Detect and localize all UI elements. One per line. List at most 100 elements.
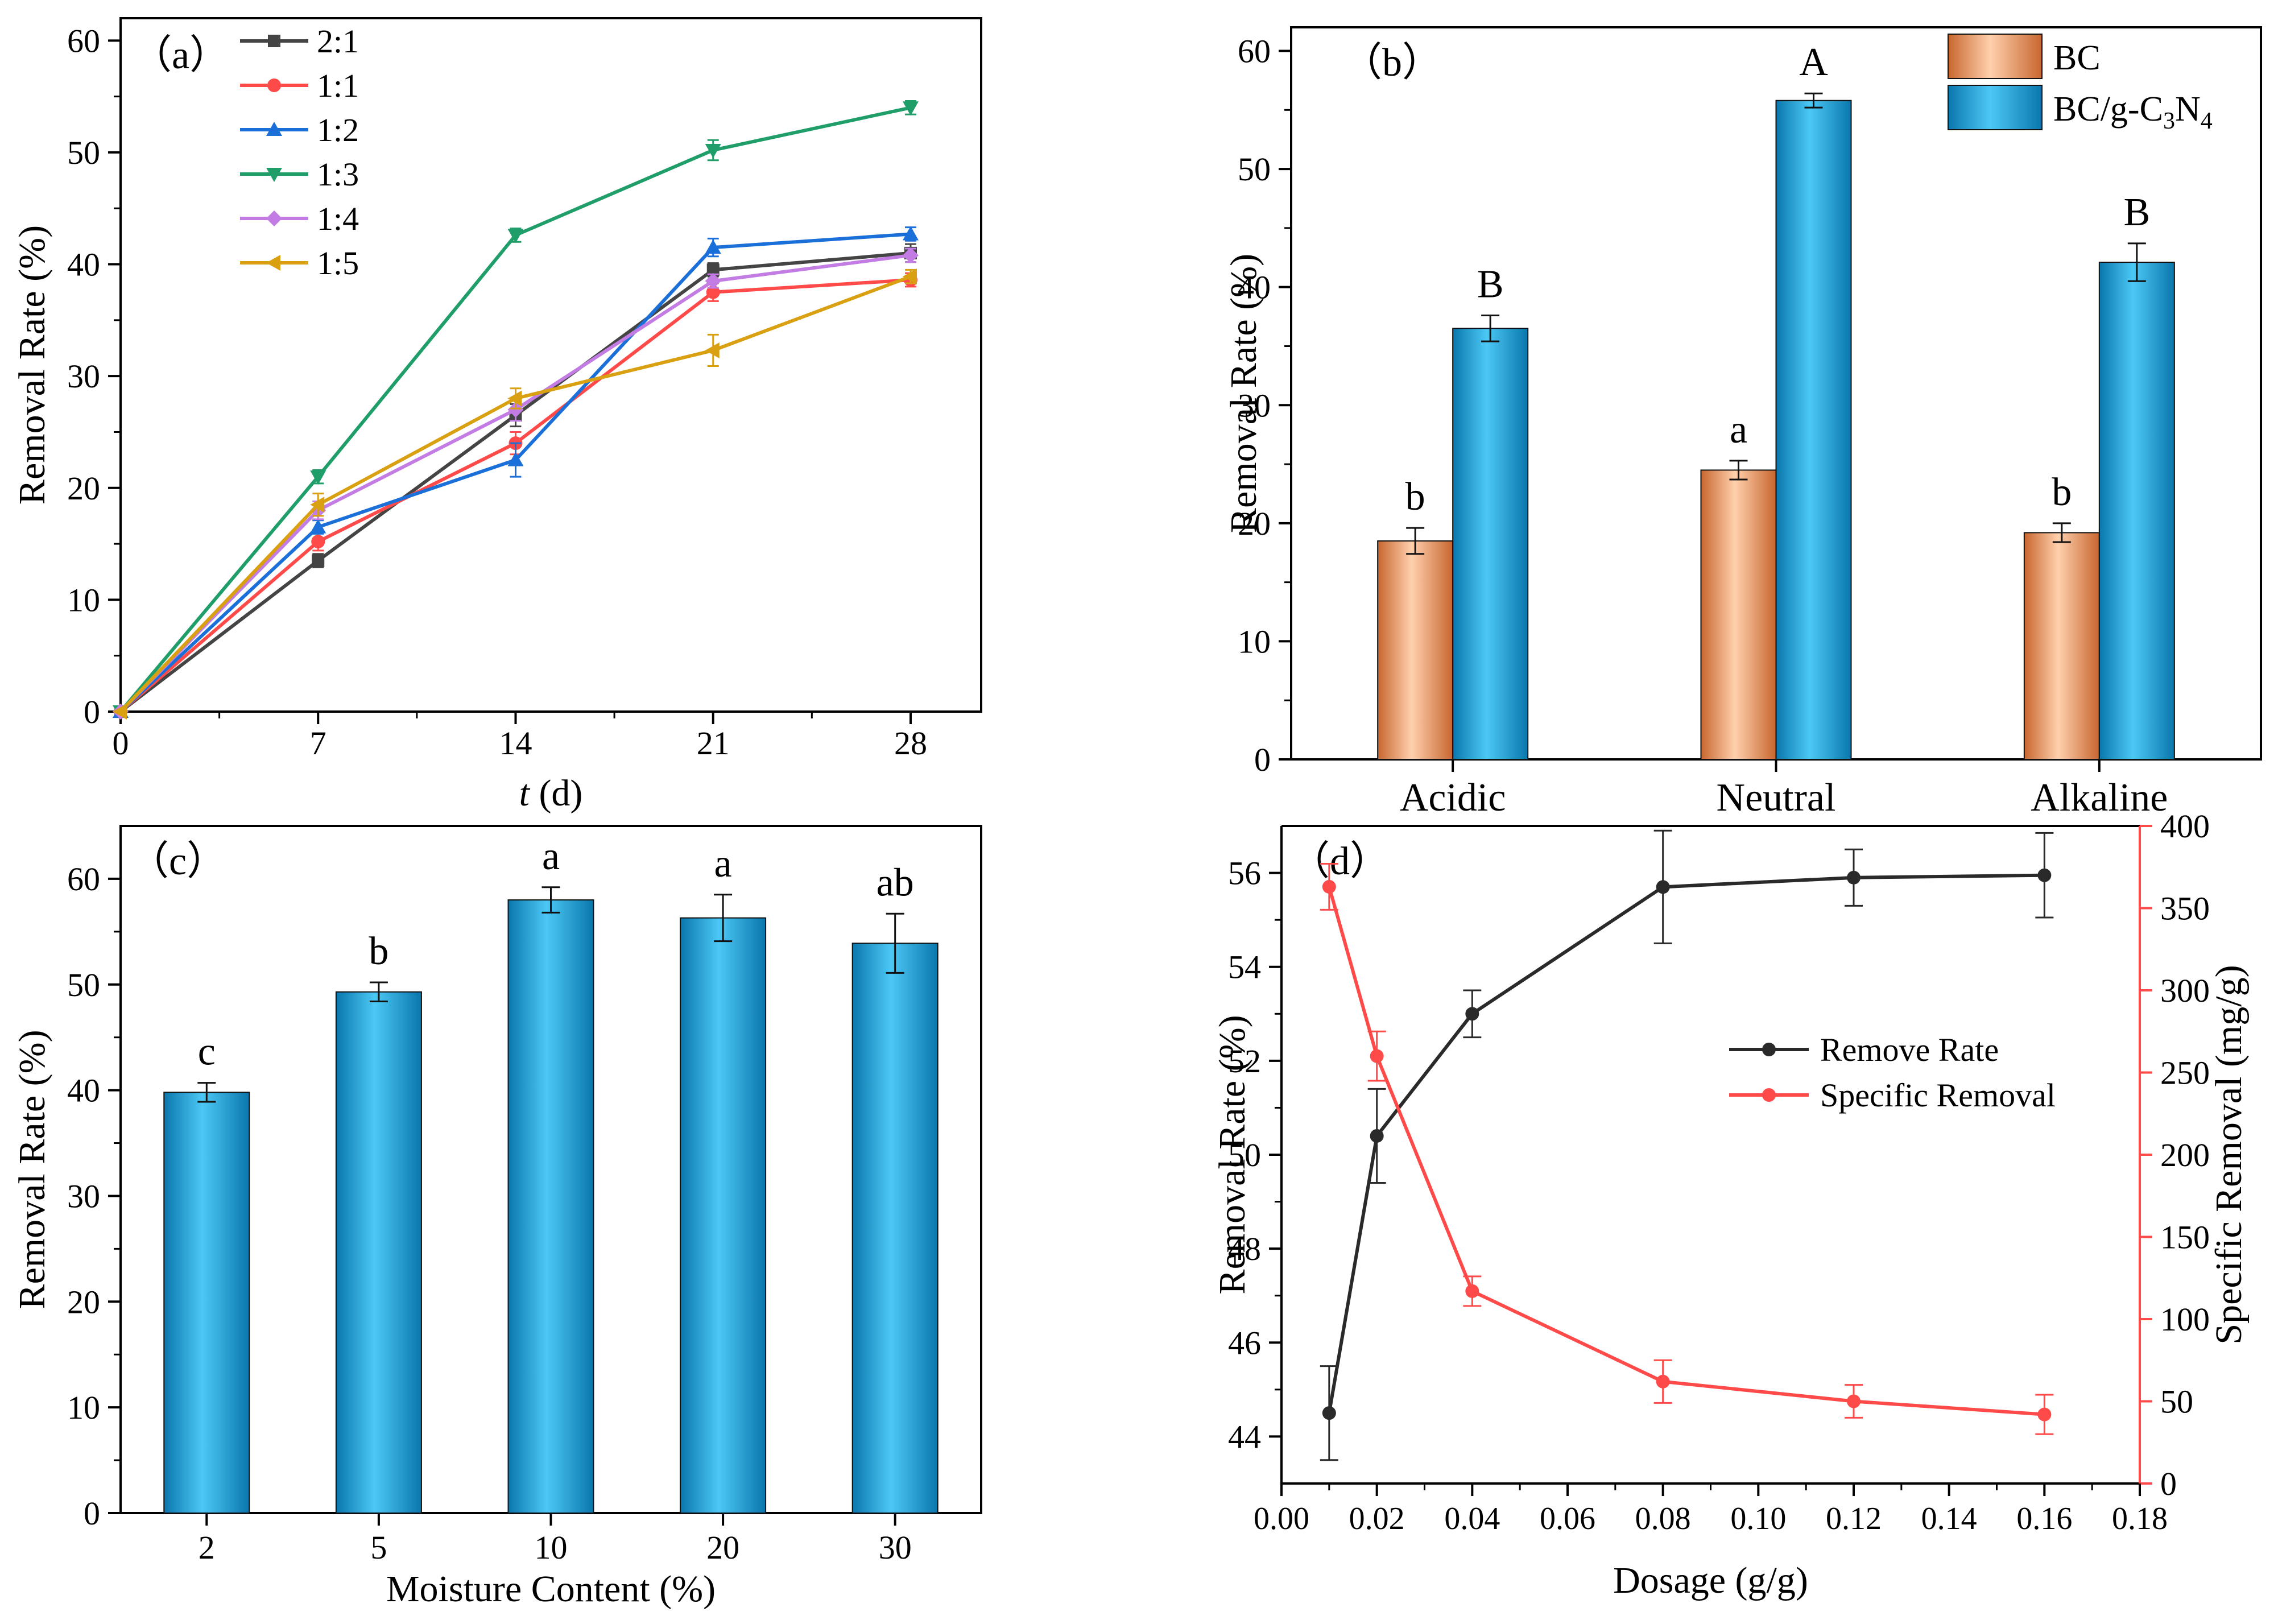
x-axis-label: t (d) [519, 772, 583, 814]
x-tick-label: 0.06 [1540, 1501, 1595, 1536]
legend-label: 1:2 [317, 111, 359, 148]
y-axis-label: Removal Rate (%) [1223, 254, 1264, 533]
y-tick-label: 10 [67, 1389, 100, 1426]
data-point [507, 452, 524, 466]
x-tick-label: 7 [310, 725, 326, 762]
bar [163, 1092, 250, 1514]
bar [1775, 100, 1852, 761]
x-tick-label: Neutral [1717, 776, 1836, 820]
significance-letter: A [1799, 40, 1828, 84]
data-point [310, 470, 326, 485]
bar [680, 917, 767, 1514]
legend-label-part: 4 [2201, 108, 2213, 134]
x-tick-label: 0.04 [1444, 1501, 1500, 1536]
y-tick-label: 40 [1238, 269, 1271, 306]
legend-label-part: BC/g-C [2053, 90, 2163, 129]
panel-a: 0 10 20 30 40 50 60 0 7 14 21 28 t (d) Removal Rate (… [11, 17, 982, 814]
legend-marker [266, 210, 282, 226]
y2-tick-label: 200 [2160, 1137, 2210, 1173]
data-point [507, 390, 522, 407]
y2-tick-label: 350 [2160, 890, 2210, 927]
y-tick-label: 30 [67, 358, 100, 395]
y-tick-label: 44 [1228, 1418, 1261, 1455]
y-tick-label: 0 [84, 1495, 100, 1532]
bar [335, 991, 422, 1514]
y-tick-label: 52 [1228, 1043, 1261, 1080]
series-line-1:5 [119, 275, 912, 713]
data-point [507, 402, 524, 418]
significance-letter: a [542, 834, 560, 878]
x-tick-label: 10 [535, 1529, 568, 1566]
x-tick-label: 30 [879, 1529, 912, 1566]
y-tick-label: 60 [67, 22, 100, 59]
significance-letter: b [1405, 475, 1425, 519]
x-tick-label: 0.00 [1254, 1501, 1309, 1536]
series-line-specific-removal [1327, 886, 2045, 1416]
data-point [902, 268, 917, 285]
legend-marker [267, 78, 281, 92]
legend-label: BC/g-C3N4 [2053, 90, 2213, 134]
x-tick-label: 0.02 [1349, 1501, 1405, 1536]
y2-tick-label: 150 [2160, 1219, 2210, 1256]
legend-label: Specific Removal [1820, 1077, 2056, 1114]
data-point [1322, 1406, 1336, 1420]
legend-marker [268, 35, 280, 47]
significance-letter: B [1477, 262, 1504, 306]
data-point [1656, 880, 1670, 894]
legend-label: BC [2053, 39, 2101, 77]
bar [851, 943, 939, 1514]
x-axis-label: Dosage (g/g) [1613, 1560, 1808, 1601]
legend-label: 1:5 [317, 245, 359, 282]
legend-label: 2:1 [317, 23, 359, 60]
significance-letter: B [2123, 191, 2150, 234]
y2-axis-label: Specific Removal (mg/g) [2208, 965, 2250, 1344]
data-point [705, 239, 721, 254]
x-tick-label: 5 [370, 1529, 387, 1566]
panel-c: 0 10 20 30 40 50 60 Removal Rate (%) Moisture Co… [11, 825, 982, 1610]
data-point [1370, 1129, 1384, 1143]
data-point [902, 226, 919, 241]
y-tick-label: 10 [67, 581, 100, 618]
data-point [706, 285, 720, 299]
y-tick-label: 20 [67, 1283, 100, 1320]
x-tick-label: 0.10 [1730, 1501, 1786, 1536]
x-axis-label-var: t [519, 772, 531, 814]
significance-letter: b [2052, 470, 2072, 514]
y-tick-label: 0 [1254, 741, 1271, 778]
panel-b: 0 10 20 30 40 50 60 Removal Rate (%) （b） Acidic b B… [1223, 26, 2262, 820]
legend-marker [1762, 1043, 1776, 1056]
legend-marker [266, 168, 282, 182]
data-point [1465, 1284, 1479, 1298]
y2-tick-label: 400 [2160, 808, 2210, 845]
x-tick-label: 0.14 [1921, 1501, 1977, 1536]
y2-tick-label: 50 [2160, 1383, 2193, 1420]
legend-marker [1762, 1088, 1776, 1102]
legend-label-part: N [2175, 90, 2201, 129]
series-line-1:1 [119, 278, 911, 713]
x-tick-label: 0.16 [2016, 1501, 2072, 1536]
data-point [113, 704, 127, 720]
significance-letter: a [714, 842, 732, 886]
y-tick-label: 60 [1238, 33, 1271, 70]
y-tick-label: 10 [1238, 623, 1271, 660]
data-point [507, 229, 524, 243]
panel-label: （c） [129, 840, 226, 883]
y-tick-label: 20 [1238, 505, 1271, 542]
x-tick-label: 0 [113, 725, 129, 762]
bar [1452, 328, 1529, 760]
y-axis-label: Removal Rate (%) [11, 1030, 53, 1309]
x-tick-label: 21 [697, 725, 730, 762]
y2-tick-label: 300 [2160, 972, 2210, 1009]
y-tick-label: 50 [1238, 151, 1271, 188]
legend-label-part: 3 [2163, 108, 2175, 134]
y-axis-label: Removal Rate (%) [11, 225, 53, 505]
data-point [310, 497, 325, 513]
y-tick-label: 20 [67, 470, 100, 507]
x-tick-label: Acidic [1400, 776, 1506, 820]
panel-label: （a） [132, 34, 229, 77]
y-tick-label: 30 [1238, 387, 1271, 424]
y-tick-label: 56 [1228, 855, 1261, 892]
data-point [1465, 1007, 1479, 1021]
panel-a-frame [119, 17, 982, 713]
data-point [310, 519, 326, 534]
